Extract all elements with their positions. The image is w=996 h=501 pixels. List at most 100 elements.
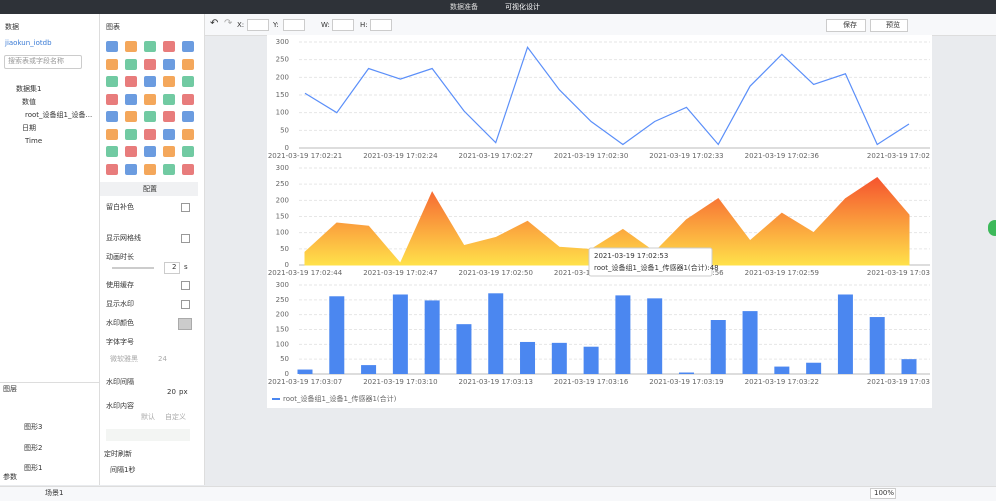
y-tick-label: 0 <box>285 370 289 378</box>
chart-type-icon[interactable] <box>125 146 137 157</box>
config-header <box>100 182 198 196</box>
chart-type-icon[interactable] <box>182 93 194 105</box>
input[interactable] <box>283 19 305 31</box>
chart-type-icon[interactable] <box>125 76 137 87</box>
x-tick-label: 2021-03-19 17:03:19 <box>649 378 723 386</box>
bar <box>297 369 313 374</box>
chart-type-icon[interactable] <box>163 93 175 105</box>
y-tick-label: 150 <box>276 213 289 221</box>
chart-type-icon[interactable] <box>144 128 156 140</box>
chart-type-icon[interactable] <box>144 146 156 157</box>
chart-type-icon[interactable] <box>182 146 194 157</box>
tab[interactable]: 数据准备 <box>450 3 478 11</box>
chart-type-icon[interactable] <box>125 58 137 70</box>
chart-type-icon[interactable] <box>144 76 156 87</box>
chart-type-icon[interactable] <box>182 41 194 52</box>
tree-node[interactable]: Time <box>25 137 43 145</box>
chart-type-icon[interactable] <box>163 128 175 140</box>
font-select[interactable]: 微软雅黑 <box>110 355 138 363</box>
chart-type-icon[interactable] <box>144 58 156 70</box>
layer-item[interactable]: 图形1 <box>24 464 43 472</box>
zoom-box[interactable] <box>870 488 896 499</box>
chart-type-icon[interactable] <box>125 128 137 140</box>
save-button[interactable] <box>826 19 866 32</box>
tab[interactable]: 可视化设计 <box>505 3 540 11</box>
chart-type-icon[interactable] <box>106 111 118 122</box>
chart-type-icon[interactable] <box>106 163 118 175</box>
tree-node[interactable]: 日期 <box>22 124 36 132</box>
option[interactable]: 默认 <box>141 413 155 421</box>
checkbox[interactable] <box>181 234 190 243</box>
input[interactable] <box>247 19 269 31</box>
section-title: 配置 <box>143 185 157 193</box>
x-tick-label: 2021-03-19 17:02:44 <box>268 269 343 277</box>
chart-type-icon[interactable] <box>144 93 156 105</box>
chart-type-icon[interactable] <box>182 128 194 140</box>
undo[interactable]: ↶ <box>210 18 219 29</box>
tree-node[interactable]: 数据集1 <box>16 85 42 93</box>
checkbox[interactable] <box>181 203 190 212</box>
setting-label: 水印内容 <box>106 402 134 410</box>
chart-type-icon[interactable] <box>163 41 175 52</box>
setting-label: 留白补色 <box>106 203 134 211</box>
setting-label: 动画时长 <box>106 253 134 261</box>
chart-type-icon[interactable] <box>182 76 194 87</box>
option[interactable]: 自定义 <box>165 413 186 421</box>
chart-type-icon[interactable] <box>144 111 156 122</box>
preview-button[interactable] <box>870 19 908 32</box>
slider[interactable] <box>112 267 154 269</box>
chart-type-icon[interactable] <box>163 146 175 157</box>
chart-type-icon[interactable] <box>182 58 194 70</box>
input[interactable] <box>332 19 354 31</box>
checkbox[interactable] <box>181 300 190 309</box>
setting-label: 字体字号 <box>106 338 134 346</box>
chart-type-icon[interactable] <box>144 163 156 175</box>
chart-type-icon[interactable] <box>125 93 137 105</box>
chart-type-icon[interactable] <box>106 128 118 140</box>
text-input[interactable] <box>106 429 190 441</box>
tree-node[interactable]: 数值 <box>22 98 36 106</box>
chart-type-icon[interactable] <box>106 41 118 52</box>
chart-type-icon[interactable] <box>106 58 118 70</box>
chart-type-icon[interactable] <box>163 163 175 175</box>
checkbox[interactable] <box>181 281 190 290</box>
size-select[interactable]: 24 <box>158 355 167 363</box>
chart-type-icon[interactable] <box>144 41 156 52</box>
chart-type-icon[interactable] <box>182 111 194 122</box>
chart-type-icon[interactable] <box>106 76 118 87</box>
layer-item[interactable]: 图形2 <box>24 444 43 452</box>
color-picker[interactable] <box>178 318 192 330</box>
chart-type-icon[interactable] <box>125 111 137 122</box>
y-tick-label: 300 <box>276 38 289 46</box>
layer-item[interactable]: 图形3 <box>24 423 43 431</box>
bar <box>488 293 504 374</box>
chart-type-icon[interactable] <box>125 163 137 175</box>
setting-label: 水印间隔 <box>106 378 134 386</box>
source-select[interactable]: jiaokun_iotdb <box>5 39 52 47</box>
input[interactable] <box>164 262 180 274</box>
label: Y: <box>273 21 279 29</box>
chart-type-icon[interactable] <box>163 111 175 122</box>
chart-type-icon[interactable] <box>163 58 175 70</box>
setting-label: 使用缓存 <box>106 281 134 289</box>
chart-type-icon[interactable] <box>125 41 137 52</box>
search-box[interactable] <box>4 55 82 69</box>
chart-type-icon[interactable] <box>163 76 175 87</box>
y-tick-label: 0 <box>285 144 289 152</box>
bar <box>583 346 599 374</box>
bar <box>742 311 758 374</box>
input[interactable] <box>370 19 392 31</box>
scene-tab[interactable]: 场景1 <box>45 489 64 497</box>
button-text: 预览 <box>886 21 900 29</box>
chart-type-icon[interactable] <box>106 93 118 105</box>
tooltip <box>588 247 713 277</box>
chart-type-icon[interactable] <box>106 146 118 157</box>
bar <box>774 366 790 374</box>
redo[interactable]: ↷ <box>224 18 233 29</box>
float-button[interactable] <box>988 220 996 236</box>
top-bar <box>0 0 996 14</box>
chart-type-icon[interactable] <box>182 163 194 175</box>
y-tick-label: 50 <box>280 245 289 253</box>
tree-node[interactable]: root_设备组1_设备... <box>25 111 93 119</box>
placeholder: 搜索表或字段名称 <box>8 57 64 65</box>
